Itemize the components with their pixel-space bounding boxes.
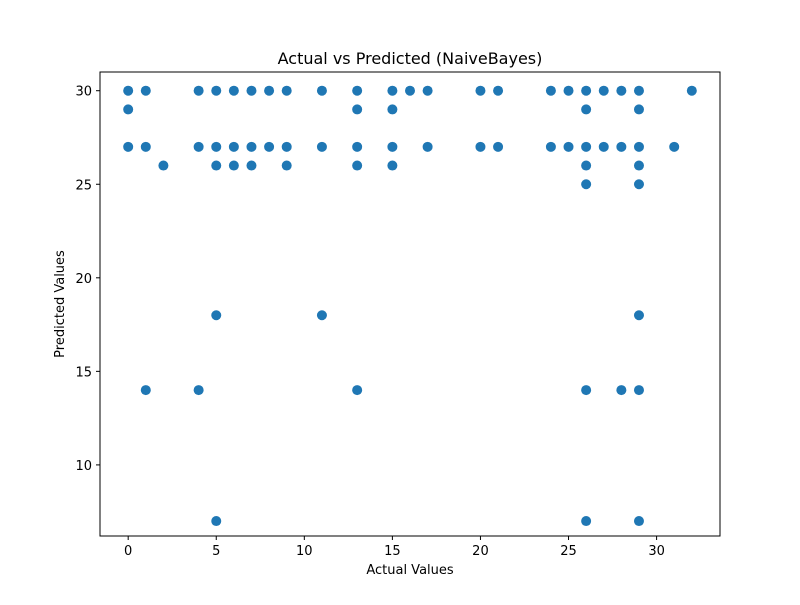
data-point xyxy=(211,160,222,171)
data-point xyxy=(633,179,644,190)
data-point xyxy=(633,385,644,396)
data-point xyxy=(211,516,222,527)
data-point xyxy=(316,141,327,152)
data-point xyxy=(545,85,556,96)
data-point xyxy=(123,141,134,152)
data-point xyxy=(493,85,504,96)
data-point xyxy=(193,141,204,152)
data-point xyxy=(669,141,680,152)
data-point xyxy=(633,516,644,527)
data-point xyxy=(422,85,433,96)
y-axis-label: Predicted Values xyxy=(53,250,68,358)
data-point xyxy=(352,385,363,396)
data-point xyxy=(352,160,363,171)
data-point xyxy=(211,310,222,321)
y-tick-label: 15 xyxy=(75,365,92,380)
data-point xyxy=(686,85,697,96)
data-point xyxy=(545,141,556,152)
x-tick-label: 25 xyxy=(560,544,577,559)
data-point xyxy=(475,85,486,96)
data-point xyxy=(246,141,257,152)
data-point xyxy=(211,141,222,152)
data-point xyxy=(581,179,592,190)
data-point xyxy=(123,85,134,96)
data-point xyxy=(422,141,433,152)
x-tick-label: 20 xyxy=(472,544,489,559)
x-axis-label: Actual Values xyxy=(366,563,454,578)
data-point xyxy=(598,141,609,152)
data-point xyxy=(387,141,398,152)
data-point xyxy=(158,160,169,171)
data-point xyxy=(633,85,644,96)
data-point xyxy=(316,85,327,96)
data-point xyxy=(281,141,292,152)
data-point xyxy=(405,85,415,96)
x-tick-label: 10 xyxy=(296,544,313,559)
data-point xyxy=(228,85,239,96)
data-point xyxy=(616,385,627,396)
y-tick-label: 10 xyxy=(75,459,92,474)
plot-frame xyxy=(99,71,721,537)
y-tick-label: 20 xyxy=(75,272,92,287)
data-point xyxy=(140,85,151,96)
data-point xyxy=(264,141,275,152)
data-point xyxy=(228,141,239,152)
data-point xyxy=(316,310,327,321)
data-point xyxy=(281,160,292,171)
data-point xyxy=(264,85,275,96)
data-point xyxy=(633,141,644,152)
data-point xyxy=(581,516,592,527)
data-point xyxy=(633,310,644,321)
x-axis-ticks: 0 5 10 15 20 25 30 xyxy=(124,536,665,559)
data-point xyxy=(581,141,592,152)
data-point xyxy=(633,160,644,171)
data-point xyxy=(581,104,592,115)
data-point xyxy=(140,385,151,396)
data-points xyxy=(123,85,697,527)
data-point xyxy=(581,160,592,171)
x-tick-label: 0 xyxy=(124,544,132,559)
y-tick-label: 30 xyxy=(75,85,92,100)
x-tick-label: 5 xyxy=(212,544,220,559)
data-point xyxy=(193,85,204,96)
data-point xyxy=(493,141,504,152)
data-point xyxy=(633,104,644,115)
data-point xyxy=(616,85,627,96)
data-point xyxy=(387,85,398,96)
data-point xyxy=(581,85,592,96)
y-tick-label: 25 xyxy=(75,178,92,193)
chart-title: Actual vs Predicted (NaiveBayes) xyxy=(278,49,543,68)
data-point xyxy=(140,141,151,152)
data-point xyxy=(193,385,204,396)
x-tick-label: 15 xyxy=(384,544,401,559)
data-point xyxy=(352,85,363,96)
data-point xyxy=(211,85,222,96)
data-point xyxy=(598,85,609,96)
data-point xyxy=(475,141,486,152)
data-point xyxy=(228,160,239,171)
data-point xyxy=(616,141,627,152)
data-point xyxy=(246,160,257,171)
data-point xyxy=(387,104,398,115)
data-point xyxy=(581,385,592,396)
data-point xyxy=(352,104,363,115)
data-point xyxy=(563,85,574,96)
data-point xyxy=(281,85,292,96)
x-tick-label: 30 xyxy=(648,544,665,559)
data-point xyxy=(563,141,574,152)
data-point xyxy=(123,104,134,115)
data-point xyxy=(352,141,363,152)
data-point xyxy=(246,85,257,96)
y-axis-ticks: 10 15 20 25 30 xyxy=(75,85,100,474)
data-point xyxy=(387,160,398,171)
